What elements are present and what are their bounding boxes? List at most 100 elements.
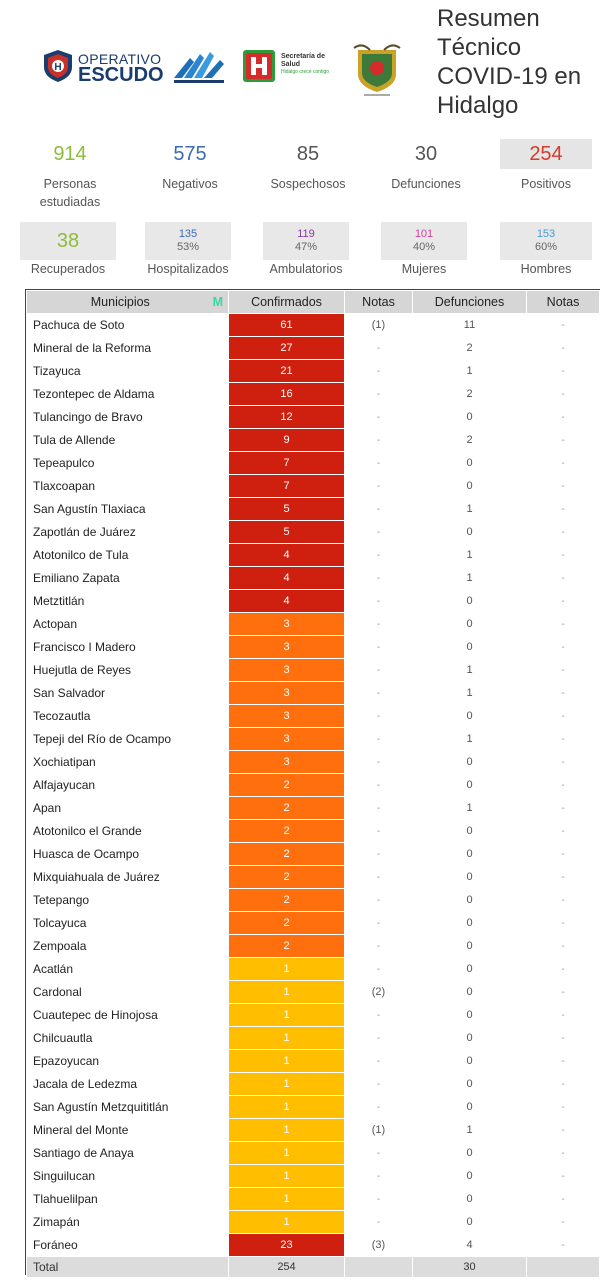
stat-pct: 53% [176, 241, 200, 253]
table-row: Pachuca de Soto 61 (1) 11- [26, 313, 600, 337]
notas-defunciones-cell: - [526, 635, 600, 659]
stat-value: 38 [56, 229, 80, 252]
defunciones-cell: 1 [412, 681, 527, 705]
stat-negativos: 575 Negativos [140, 139, 240, 215]
table-row: Zapotlán de Juárez 5-0- [26, 520, 600, 544]
notas-defunciones-cell: - [526, 1187, 600, 1211]
defunciones-cell: 0 [412, 888, 527, 912]
header-municipios[interactable]: Municipios M [26, 290, 229, 314]
header-defunciones[interactable]: Defunciones [412, 290, 527, 314]
stat-label: Defunciones [391, 177, 461, 191]
notas-defunciones-cell: - [526, 543, 600, 567]
notas-cell: - [344, 1072, 413, 1096]
municipio-cell: Cardonal [26, 980, 229, 1004]
operativo-escudo-logo: H OPERATIVO ESCUDO [42, 47, 164, 87]
stat-label: Hombres [520, 262, 572, 276]
municipio-cell: San Salvador [26, 681, 229, 705]
notas-cell: - [344, 911, 413, 935]
notas-cell: - [344, 497, 413, 521]
stat-box: 119 47% [263, 222, 349, 260]
table-row: Tizayuca 21-1- [26, 359, 600, 383]
salud-h-icon [243, 50, 275, 82]
municipio-cell: Santiago de Anaya [26, 1141, 229, 1165]
stat-label: Hospitalizados [147, 262, 229, 276]
table-row: Xochiatipan 3-0- [26, 750, 600, 774]
secretaria-salud-logo: Secretaría de Salud Hidalgo crece contig… [243, 50, 343, 86]
table-row: Tulancingo de Bravo 12-0- [26, 405, 600, 429]
confirmados-cell: 1 [228, 1210, 345, 1234]
municipio-cell: Emiliano Zapata [26, 566, 229, 590]
defunciones-cell: 0 [412, 819, 527, 843]
confirmados-cell: 61 [228, 313, 345, 337]
municipio-cell: Atotonilco el Grande [26, 819, 229, 843]
municipio-cell: Atotonilco de Tula [26, 543, 229, 567]
defunciones-cell: 0 [412, 1164, 527, 1188]
table-row: Tepeapulco 7-0- [26, 451, 600, 475]
notas-cell: - [344, 1095, 413, 1119]
notas-cell: - [344, 704, 413, 728]
table-row: Chilcuautla 1-0- [26, 1026, 600, 1050]
table-row: Tlaxcoapan 7-0- [26, 474, 600, 498]
notas-cell: - [344, 520, 413, 544]
municipio-cell: San Agustín Tlaxiaca [26, 497, 229, 521]
defunciones-cell: 0 [412, 589, 527, 613]
title-line-2: Técnico [437, 34, 522, 61]
municipio-cell: Tlaxcoapan [26, 474, 229, 498]
table-row: Apan 2-1- [26, 796, 600, 820]
stat-value: 914 [53, 143, 87, 165]
header-notas-defunciones[interactable]: Notas [526, 290, 600, 314]
confirmados-cell: 3 [228, 704, 345, 728]
table-row: Tolcayuca 2-0- [26, 911, 600, 935]
notas-defunciones-cell: - [526, 359, 600, 383]
confirmados-cell: 1 [228, 1187, 345, 1211]
stat-hombres: 153 60% Hombres [500, 222, 592, 280]
header-municipios-label: Municipios [90, 295, 150, 309]
notas-cell: - [344, 612, 413, 636]
municipio-cell: Tecozautla [26, 704, 229, 728]
defunciones-cell: 4 [412, 1233, 527, 1257]
total-label: Total [26, 1256, 229, 1278]
notas-cell: - [344, 405, 413, 429]
notas-cell: - [344, 1049, 413, 1073]
notas-defunciones-cell: - [526, 681, 600, 705]
table-row: Huejutla de Reyes 3-1- [26, 658, 600, 682]
notas-cell: - [344, 451, 413, 475]
defunciones-cell: 0 [412, 934, 527, 958]
confirmados-cell: 2 [228, 865, 345, 889]
header-confirmados[interactable]: Confirmados [228, 290, 345, 314]
confirmados-cell: 21 [228, 359, 345, 383]
confirmados-cell: 2 [228, 773, 345, 797]
defunciones-cell: 0 [412, 957, 527, 981]
notas-cell: (2) [344, 980, 413, 1004]
defunciones-cell: 0 [412, 1210, 527, 1234]
escudo-line1: OPERATIVO [78, 51, 162, 67]
confirmados-cell: 7 [228, 451, 345, 475]
stat-label: Personas estudiadas [39, 177, 101, 209]
header-notas[interactable]: Notas [344, 290, 413, 314]
notas-cell: - [344, 589, 413, 613]
notas-cell: - [344, 957, 413, 981]
municipio-cell: Mineral del Monte [26, 1118, 229, 1142]
table-row: Acatlán 1-0- [26, 957, 600, 981]
notas-defunciones-cell: - [526, 566, 600, 590]
stat-value: 119 [297, 228, 315, 240]
stat-value: 85 [296, 143, 320, 165]
confirmados-cell: 5 [228, 520, 345, 544]
stat-label: Recuperados [30, 262, 106, 276]
table-row: Tecozautla 3-0- [26, 704, 600, 728]
municipio-cell: Francisco I Madero [26, 635, 229, 659]
municipio-cell: Pachuca de Soto [26, 313, 229, 337]
municipio-cell: Zapotlán de Juárez [26, 520, 229, 544]
notas-defunciones-cell: - [526, 842, 600, 866]
notas-defunciones-cell: - [526, 1233, 600, 1257]
notas-defunciones-cell: - [526, 1141, 600, 1165]
defunciones-cell: 0 [412, 474, 527, 498]
notas-defunciones-cell: - [526, 313, 600, 337]
confirmados-cell: 4 [228, 566, 345, 590]
confirmados-cell: 1 [228, 980, 345, 1004]
notas-cell: - [344, 635, 413, 659]
defunciones-cell: 0 [412, 1072, 527, 1096]
notas-cell: - [344, 727, 413, 751]
defunciones-cell: 1 [412, 727, 527, 751]
defunciones-cell: 2 [412, 382, 527, 406]
